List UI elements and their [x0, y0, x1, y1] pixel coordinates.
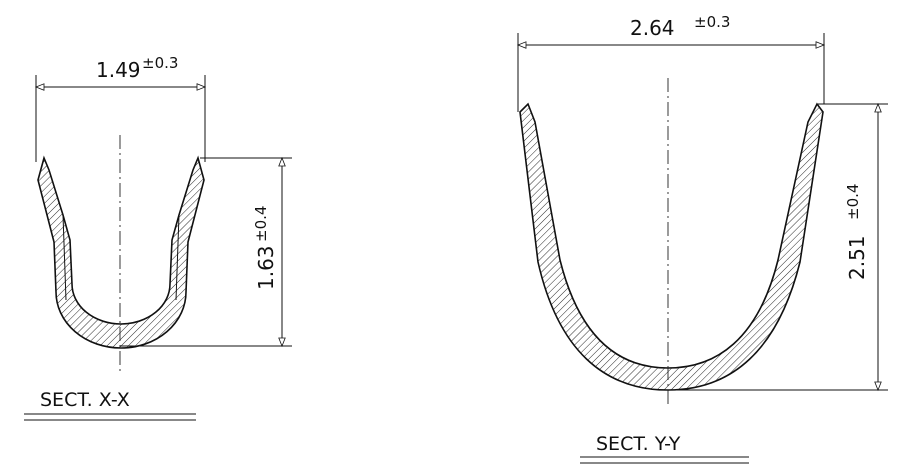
- section-x-group: 1.49 ±0.3 1.63 ±0.4 SECT. X-X: [24, 54, 292, 421]
- section-y-label: SECT. Y-Y: [596, 433, 681, 455]
- section-y-profile: [519, 102, 824, 391]
- section-y-group: 2.64 ±0.3 2.51 ±0.4 SECT. Y-Y: [516, 13, 888, 464]
- section-x-height-value: 1.63: [254, 245, 278, 290]
- section-x-profile: [37, 155, 205, 349]
- section-y-width-tol: ±0.3: [694, 13, 730, 31]
- section-x-width-tol: ±0.3: [142, 54, 178, 72]
- section-y-width-value: 2.64: [630, 16, 675, 40]
- section-x-label: SECT. X-X: [40, 389, 130, 411]
- section-y-height-tol: ±0.4: [844, 184, 862, 220]
- section-x-inner-left: [62, 214, 67, 301]
- section-x-width-value: 1.49: [96, 58, 141, 82]
- section-x-height-tol: ±0.4: [252, 206, 270, 242]
- section-y-height-value: 2.51: [845, 235, 869, 280]
- section-x-inner-right: [175, 214, 180, 301]
